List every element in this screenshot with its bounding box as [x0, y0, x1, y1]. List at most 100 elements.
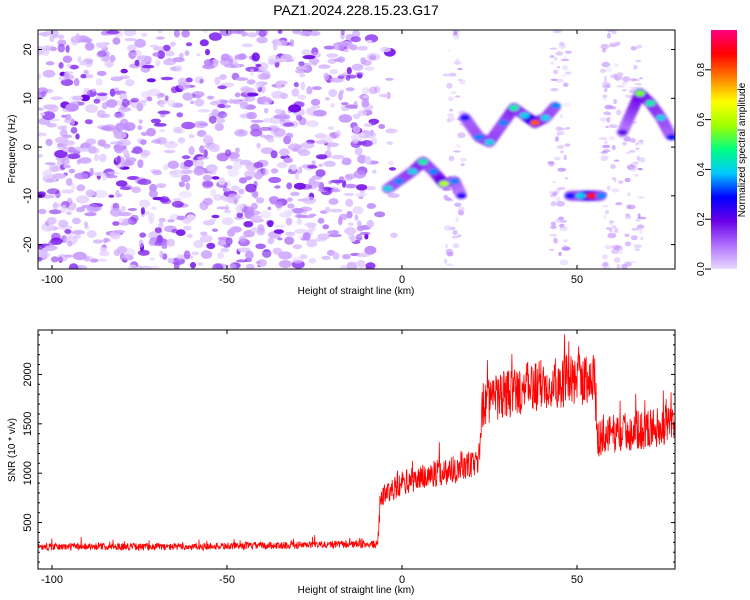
- spectrogram-ridge-point: [530, 119, 540, 126]
- spectrogram-smear-blob: [617, 180, 624, 184]
- spectrogram-noise-blob: [328, 198, 339, 205]
- spectrogram-noise-blob: [211, 176, 220, 180]
- spectrogram-noise-blob: [170, 86, 179, 94]
- spectrogram-smear-blob: [558, 127, 567, 131]
- spectrogram-noise-blob: [158, 221, 164, 229]
- spectrogram-ridge-point: [456, 192, 467, 199]
- spectrogram-noise-blob: [351, 63, 364, 71]
- spectrogram-smear-blob: [564, 177, 569, 180]
- spectrogram-noise-blob: [112, 37, 121, 45]
- spectrogram-noise-blob: [103, 60, 115, 68]
- spectrogram-noise-blob: [206, 164, 218, 173]
- spectrogram-smear-blob: [457, 132, 466, 139]
- spectrogram-noise-blob: [253, 161, 264, 169]
- spectrogram-noise-blob: [306, 120, 319, 128]
- spectrogram-noise-blob: [253, 190, 259, 199]
- spectrogram-noise-blob: [259, 210, 272, 219]
- spectrogram-noise-blob: [284, 236, 295, 245]
- spectrogram-smear-blob: [553, 69, 559, 75]
- spectrogram-noise-blob: [386, 141, 393, 146]
- spectrogram-noise-blob: [234, 129, 248, 137]
- spectrogram-noise-blob: [241, 31, 248, 37]
- snr-y-label: SNR (10 * v/v): [7, 418, 18, 482]
- spectrogram-noise-blob: [337, 41, 351, 47]
- y-tick-label: 0: [22, 144, 34, 150]
- spectrogram-ridge-point: [407, 168, 418, 175]
- spectrogram-smear-blob: [445, 244, 448, 249]
- spectrogram-noise-blob: [151, 206, 157, 210]
- spectrogram-noise-blob: [85, 138, 97, 145]
- spectrogram-noise-blob: [238, 235, 247, 243]
- spectrogram-noise-blob: [156, 183, 167, 189]
- spectrogram-smear-blob: [459, 79, 466, 85]
- spectrogram-smear-blob: [602, 214, 608, 220]
- spectrogram-noise-blob: [286, 182, 293, 190]
- spectrogram-noise-blob: [77, 56, 82, 63]
- spectrogram-smear-blob: [452, 230, 458, 235]
- spectrogram-noise-blob: [188, 146, 195, 156]
- spectrogram-noise-blob: [105, 175, 118, 179]
- spectrogram-smear-blob: [449, 108, 453, 112]
- spectrogram-noise-blob: [99, 113, 111, 119]
- spectrogram-noise-blob: [331, 154, 345, 160]
- spectrogram-noise-blob: [161, 243, 168, 249]
- spectrogram-noise-blob: [101, 172, 107, 181]
- spectrogram-smear-blob: [601, 97, 607, 101]
- spectrogram-noise-blob: [364, 245, 377, 255]
- spectrogram-noise-blob: [196, 156, 210, 160]
- spectrogram-y-label: Frequency (Hz): [7, 115, 18, 184]
- spectrogram-noise-blob: [123, 122, 136, 132]
- spectrogram-noise-blob: [326, 143, 331, 151]
- spectrogram-noise-blob: [134, 38, 146, 48]
- spectrogram-noise-blob: [228, 98, 234, 104]
- spectrogram-smear-blob: [637, 167, 643, 171]
- spectrogram-noise-blob: [318, 163, 324, 168]
- spectrogram-noise-blob: [44, 162, 56, 166]
- spectrogram-noise-blob: [46, 30, 53, 35]
- spectrogram-noise-blob: [38, 73, 42, 80]
- spectrogram-smear-blob: [598, 137, 608, 140]
- spectrogram-noise-blob: [283, 157, 294, 164]
- spectrogram-noise-blob: [148, 189, 158, 198]
- spectrogram-noise-blob: [274, 201, 283, 209]
- spectrogram-noise-blob: [92, 239, 104, 244]
- spectrogram-noise-blob: [214, 76, 221, 85]
- spectrogram-smear-blob: [448, 72, 457, 77]
- spectrogram-noise-blob: [355, 184, 368, 191]
- spectrogram-smear-blob: [442, 73, 450, 77]
- spectrogram-smear-blob: [637, 157, 646, 163]
- spectrogram-noise-blob: [277, 30, 283, 34]
- spectrogram-noise-blob: [112, 221, 120, 226]
- spectrogram-noise-blob: [146, 78, 156, 83]
- spectrogram-smear-blob: [637, 196, 646, 199]
- spectrogram-noise-blob: [84, 119, 93, 125]
- spectrogram-noise-blob: [38, 92, 45, 100]
- spectrogram-noise-blob: [183, 225, 192, 231]
- spectrogram-noise-blob: [50, 256, 59, 263]
- spectrogram-noise-blob: [235, 147, 240, 154]
- spectrogram-noise-blob: [244, 170, 257, 179]
- spectrogram-smear-blob: [459, 158, 467, 162]
- spectrogram-noise-blob: [138, 239, 144, 248]
- spectrogram-noise-blob: [278, 260, 292, 268]
- spectrogram-noise-blob: [262, 249, 272, 258]
- spectrogram-ridge-point: [439, 180, 449, 187]
- spectrogram-smear-blob: [561, 246, 571, 251]
- spectrogram-smear-blob: [635, 59, 642, 63]
- spectrogram-smear-blob: [559, 226, 568, 232]
- spectrogram-noise-blob: [38, 251, 51, 258]
- spectrogram-noise-blob: [159, 196, 170, 203]
- spectrogram-noise-blob: [137, 249, 150, 256]
- spectrogram-smear-blob: [602, 81, 607, 88]
- spectrogram-ridge-point: [656, 114, 666, 121]
- spectrogram-noise-blob: [374, 211, 386, 218]
- spectrogram-noise-blob: [113, 131, 127, 140]
- spectrogram-smear-blob: [442, 187, 451, 192]
- spectrogram-noise-blob: [238, 188, 245, 195]
- spectrogram-smear-blob: [549, 234, 558, 237]
- spectrogram-smear-blob: [444, 258, 448, 264]
- spectrogram-ridge-point: [393, 178, 404, 185]
- spectrogram-noise-blob: [130, 214, 139, 223]
- spectrogram-noise-blob: [387, 193, 400, 199]
- spectrogram-noise-blob: [365, 266, 371, 269]
